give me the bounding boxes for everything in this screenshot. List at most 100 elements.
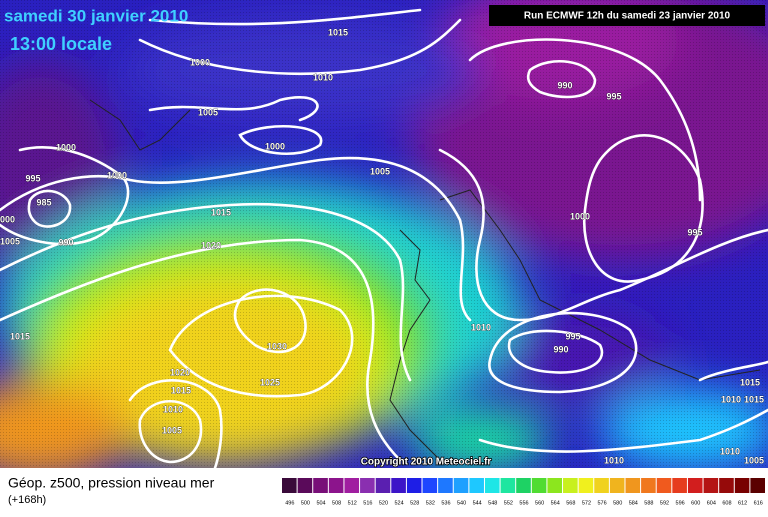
legend: 496 500 504 508 512 516 520 524 528 532 536 540 544 5… xyxy=(282,478,765,506)
legend-swatch xyxy=(516,478,531,493)
legend-swatch xyxy=(734,478,750,493)
isobar-label: 990 xyxy=(553,344,568,354)
legend-label: 600 xyxy=(691,500,700,506)
isobar-label: 1015 xyxy=(744,394,764,404)
isobar-label: 1015 xyxy=(328,27,348,37)
copyright: Copyright 2010 Meteociel.fr xyxy=(361,457,492,468)
legend-label: 536 xyxy=(441,500,450,506)
isobar-label: 1005 xyxy=(0,236,20,246)
legend-swatch xyxy=(406,478,422,493)
legend-swatch xyxy=(563,478,578,493)
isobar-label: 1005 xyxy=(370,166,390,176)
legend-swatch xyxy=(547,478,563,493)
isobar-label: 1015 xyxy=(211,207,231,217)
isobar-label: 1015 xyxy=(740,377,760,387)
legend-swatch xyxy=(687,478,703,493)
legend-swatch xyxy=(609,478,625,493)
legend-swatch xyxy=(531,478,547,493)
legend-label: 604 xyxy=(707,500,716,506)
footer-title: Géop. z500, pression niveau mer xyxy=(8,475,215,491)
legend-label: 572 xyxy=(582,500,591,506)
isobar-label: 1030 xyxy=(267,341,287,351)
isobar-label: 1010 xyxy=(720,446,740,456)
isobar-label: 1000 xyxy=(570,211,590,221)
isobar-label: 990 xyxy=(58,237,73,247)
isobar-label: 995 xyxy=(25,173,40,183)
dot-overlay xyxy=(0,0,768,468)
isobar-label: 1010 xyxy=(471,322,491,332)
legend-label: 576 xyxy=(597,500,606,506)
isobar-label: 1005 xyxy=(198,107,218,117)
legend-swatch xyxy=(469,478,484,493)
legend-swatch xyxy=(391,478,406,493)
legend-label: 564 xyxy=(551,500,560,506)
lead-time: (+168h) xyxy=(8,494,46,506)
isobar-label: 1015 xyxy=(10,331,30,341)
legend-label: 584 xyxy=(629,500,638,506)
legend-swatch xyxy=(422,478,438,493)
legend-label: 608 xyxy=(722,500,731,506)
legend-swatch xyxy=(297,478,313,493)
isobar-label: 1015 xyxy=(171,385,191,395)
isobar-label: 1020 xyxy=(201,240,221,250)
legend-swatch xyxy=(375,478,391,493)
isobar-label: 1025 xyxy=(260,377,280,387)
legend-swatch xyxy=(453,478,469,493)
isobar-label: 1010 xyxy=(313,72,333,82)
legend-label: 504 xyxy=(316,500,325,506)
legend-label: 496 xyxy=(285,500,294,506)
legend-label: 568 xyxy=(566,500,575,506)
isobar-label: 1000 xyxy=(107,170,127,180)
legend-label: 580 xyxy=(613,500,622,506)
legend-swatch xyxy=(484,478,500,493)
isobar-label: 1010 xyxy=(604,455,624,465)
legend-swatch xyxy=(594,478,609,493)
run-info: Run ECMWF 12h du samedi 23 janvier 2010 xyxy=(524,11,731,22)
legend-swatch xyxy=(500,478,516,493)
isobar-label: 1000 xyxy=(56,142,76,152)
isobar-label: 1005 xyxy=(744,455,764,465)
legend-swatch xyxy=(750,478,765,493)
legend-label: 540 xyxy=(457,500,466,506)
forecast-date: samedi 30 janvier 2010 xyxy=(4,6,188,25)
legend-swatch xyxy=(438,478,453,493)
legend-swatch xyxy=(672,478,687,493)
isobar-label: 990 xyxy=(557,80,572,90)
legend-label: 612 xyxy=(738,500,747,506)
legend-label: 520 xyxy=(379,500,388,506)
isobar-label: 1010 xyxy=(721,394,741,404)
legend-swatch xyxy=(344,478,360,493)
run-box xyxy=(489,5,765,26)
legend-swatch xyxy=(641,478,656,493)
isobar-label: 995 xyxy=(565,331,580,341)
legend-label: 548 xyxy=(488,500,497,506)
forecast-time: 13:00 locale xyxy=(10,34,112,54)
legend-swatch xyxy=(360,478,375,493)
legend-label: 592 xyxy=(660,500,669,506)
isobar-label: 995 xyxy=(687,227,702,237)
isobar-label: 1005 xyxy=(162,425,182,435)
isobar-label: 1010 xyxy=(163,404,183,414)
legend-label: 532 xyxy=(426,500,435,506)
legend-label: 560 xyxy=(535,500,544,506)
legend-label: 596 xyxy=(676,500,685,506)
isobar-label: 995 xyxy=(606,91,621,101)
legend-swatch xyxy=(656,478,672,493)
legend-label: 588 xyxy=(644,500,653,506)
legend-label: 516 xyxy=(363,500,372,506)
isobar-label: 985 xyxy=(36,197,51,207)
isobar-label: 1000 xyxy=(0,214,15,224)
isobar-label: 1020 xyxy=(170,367,190,377)
isobars xyxy=(0,8,768,470)
coastlines xyxy=(89,99,761,461)
legend-label: 500 xyxy=(301,500,310,506)
legend-swatch xyxy=(328,478,344,493)
legend-label: 512 xyxy=(348,500,357,506)
legend-swatch xyxy=(578,478,594,493)
isobar-label: 1000 xyxy=(265,141,285,151)
legend-swatch xyxy=(703,478,719,493)
legend-label: 616 xyxy=(754,500,763,506)
legend-label: 528 xyxy=(410,500,419,506)
legend-swatch xyxy=(719,478,734,493)
